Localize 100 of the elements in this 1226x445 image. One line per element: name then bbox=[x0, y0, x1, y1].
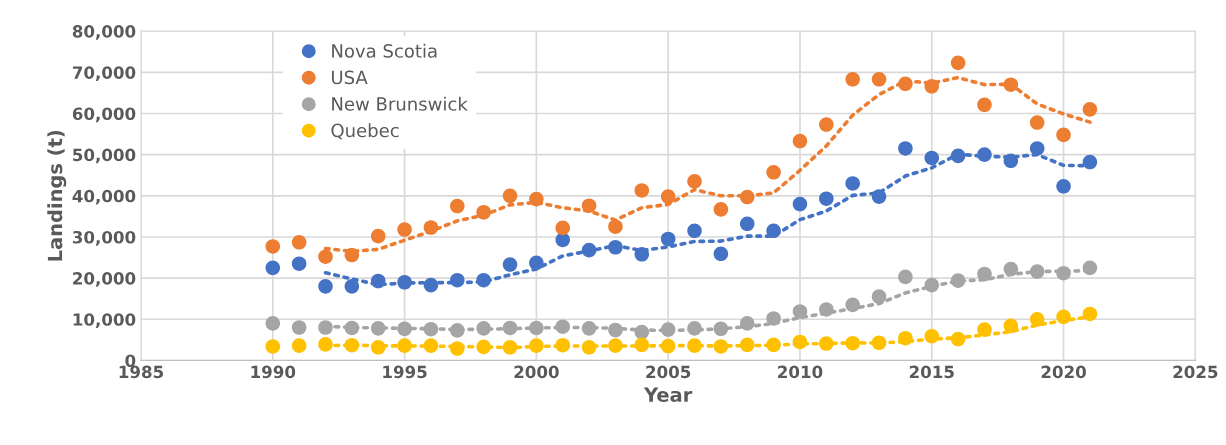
point bbox=[766, 337, 781, 353]
point bbox=[898, 76, 913, 92]
point bbox=[581, 242, 597, 258]
legend-label: New Brunswick bbox=[332, 96, 468, 111]
point bbox=[502, 188, 518, 204]
point bbox=[450, 198, 465, 214]
y-tick-label: 70,000 bbox=[72, 66, 136, 82]
point bbox=[529, 255, 544, 271]
point bbox=[871, 72, 887, 87]
point bbox=[1003, 318, 1019, 334]
point bbox=[423, 277, 439, 293]
point bbox=[555, 319, 571, 334]
x-tick-label: 2005 bbox=[646, 365, 691, 379]
point bbox=[1082, 154, 1098, 170]
point bbox=[529, 191, 544, 207]
point bbox=[766, 311, 781, 326]
point bbox=[713, 339, 729, 354]
point bbox=[950, 55, 966, 71]
point bbox=[1082, 102, 1098, 117]
point bbox=[265, 316, 281, 331]
point bbox=[660, 231, 676, 247]
point bbox=[1056, 127, 1071, 143]
point bbox=[344, 279, 360, 294]
point bbox=[766, 223, 781, 239]
point bbox=[397, 321, 412, 337]
point bbox=[660, 322, 676, 337]
point bbox=[1003, 153, 1019, 169]
point bbox=[555, 337, 571, 353]
point bbox=[1029, 312, 1045, 327]
x-tick-label: 2020 bbox=[1041, 365, 1086, 379]
point bbox=[924, 328, 940, 344]
point bbox=[450, 341, 465, 356]
point bbox=[687, 321, 702, 336]
point bbox=[792, 334, 808, 350]
point bbox=[529, 338, 544, 353]
point bbox=[950, 273, 966, 288]
point bbox=[845, 176, 860, 191]
point bbox=[713, 246, 729, 262]
point bbox=[450, 272, 465, 288]
point bbox=[291, 235, 307, 250]
point bbox=[977, 147, 992, 162]
point bbox=[660, 338, 676, 354]
point bbox=[318, 320, 333, 335]
point bbox=[1003, 77, 1019, 92]
point bbox=[924, 277, 940, 293]
point bbox=[924, 79, 940, 94]
x-axis-title: Year bbox=[643, 387, 693, 403]
point bbox=[423, 321, 439, 337]
x-tick-label: 2015 bbox=[909, 365, 954, 379]
point bbox=[555, 220, 571, 236]
y-tick-label: 50,000 bbox=[73, 148, 136, 164]
point bbox=[924, 150, 940, 166]
point bbox=[1003, 261, 1019, 277]
point bbox=[871, 335, 887, 351]
legend-label: Quebec bbox=[331, 123, 399, 140]
point bbox=[291, 256, 307, 271]
point bbox=[344, 247, 360, 263]
point bbox=[898, 141, 913, 156]
point bbox=[397, 338, 412, 353]
point bbox=[977, 266, 992, 282]
point bbox=[819, 191, 834, 206]
point bbox=[318, 279, 333, 294]
point bbox=[739, 337, 755, 353]
point bbox=[819, 117, 834, 132]
point bbox=[766, 165, 781, 180]
point bbox=[871, 189, 887, 204]
point bbox=[1082, 306, 1098, 322]
point bbox=[370, 339, 386, 355]
y-axis-title: Landings (t) bbox=[47, 130, 67, 261]
point bbox=[608, 322, 623, 338]
point bbox=[370, 273, 386, 289]
point bbox=[265, 260, 281, 276]
point bbox=[1056, 265, 1071, 281]
point bbox=[291, 320, 307, 335]
y-tick-label: 60,000 bbox=[72, 107, 136, 123]
point bbox=[634, 246, 650, 262]
point bbox=[898, 330, 913, 346]
point bbox=[529, 320, 544, 336]
point bbox=[792, 196, 808, 212]
point bbox=[1056, 179, 1071, 194]
point bbox=[739, 216, 755, 232]
y-tick-label: 20,000 bbox=[73, 272, 136, 287]
point bbox=[739, 316, 755, 331]
y-tick-label: 40,000 bbox=[72, 189, 136, 205]
x-tick-label: 1995 bbox=[383, 365, 427, 379]
point bbox=[581, 321, 597, 336]
x-tick-label: 1990 bbox=[251, 365, 296, 379]
point bbox=[634, 337, 650, 353]
point bbox=[581, 339, 597, 355]
point bbox=[476, 339, 491, 355]
y-tick-label: 30,000 bbox=[72, 230, 136, 246]
x-tick-label: 2000 bbox=[514, 365, 559, 379]
point bbox=[871, 289, 887, 304]
point bbox=[792, 304, 808, 319]
point bbox=[397, 222, 412, 237]
point bbox=[502, 257, 518, 272]
point bbox=[423, 338, 439, 353]
legend-label: Nova Scotia bbox=[332, 43, 437, 58]
point bbox=[792, 133, 808, 149]
point bbox=[1029, 115, 1045, 130]
